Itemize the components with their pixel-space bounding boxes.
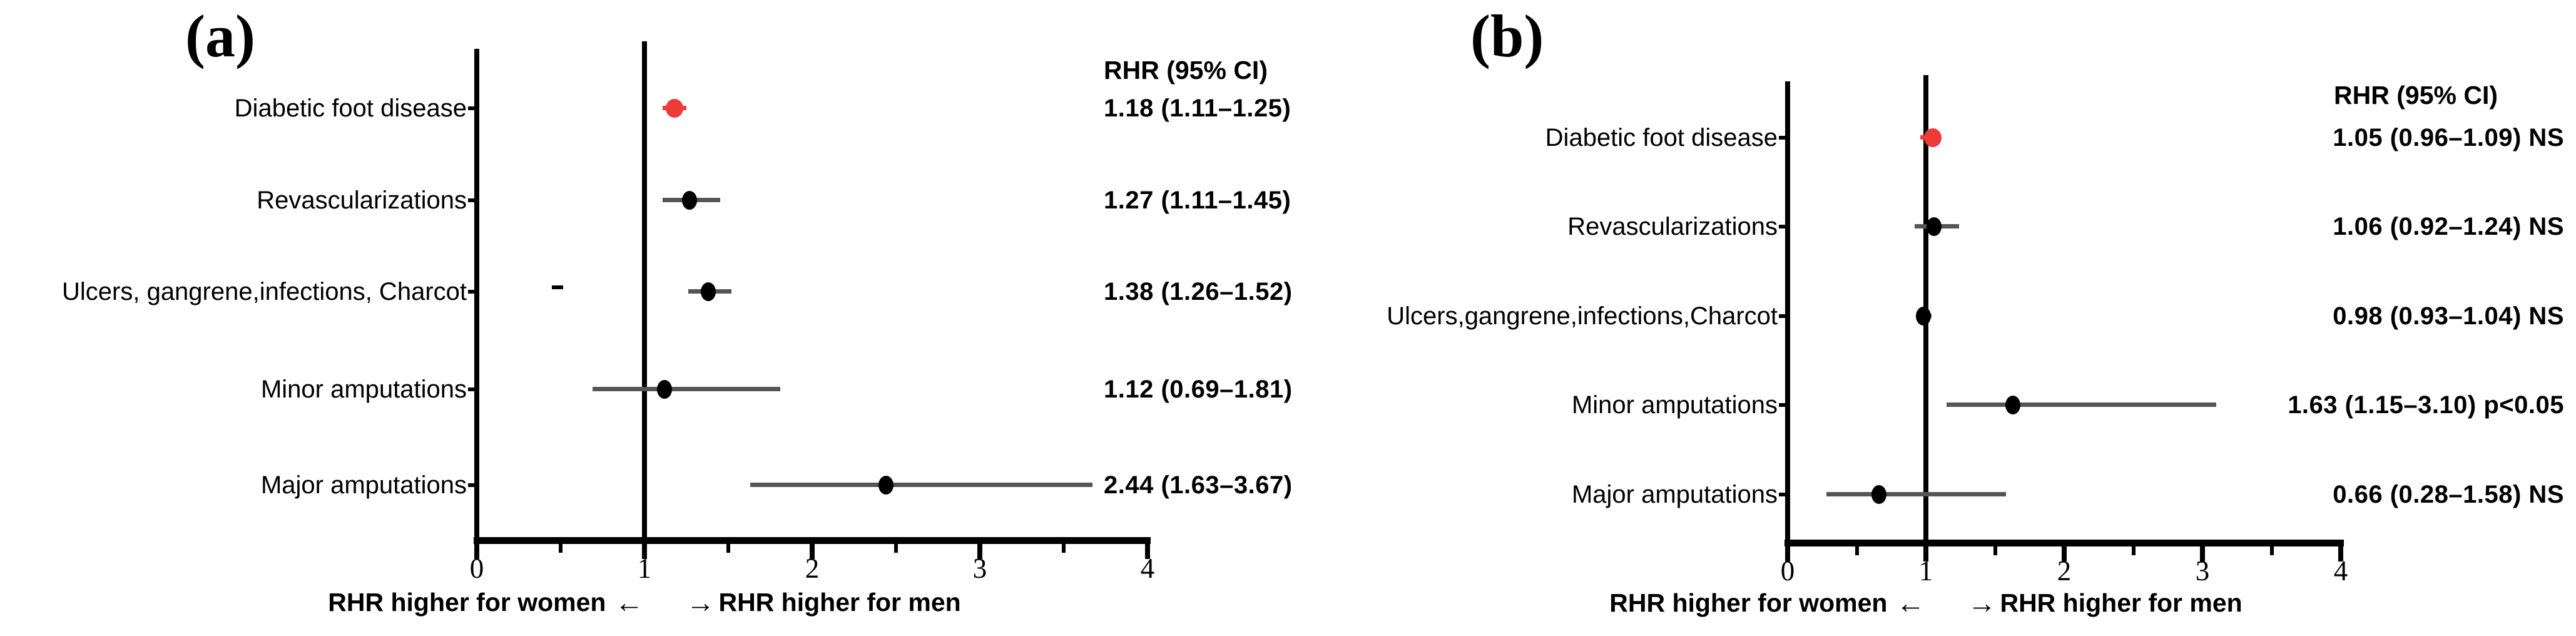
arrow-right-icon: →	[1967, 587, 1997, 619]
x-axis-minor-tick	[1993, 546, 1997, 555]
x-tick-label: 4	[1140, 553, 1155, 584]
category-label: Major amputations	[1571, 481, 1778, 508]
row-tick	[1779, 493, 1788, 496]
row-tick	[1779, 314, 1788, 318]
x-tick-label: 1	[637, 553, 652, 584]
category-label: Diabetic foot disease	[1545, 124, 1778, 151]
value-label: 1.27 (1.11–1.45)	[1104, 187, 1291, 214]
x-axis-major-tick	[2062, 546, 2067, 562]
rhr-header: RHR (95% CI)	[1104, 56, 1268, 85]
x-axis-major-tick	[474, 544, 479, 559]
point-marker	[1927, 217, 1942, 236]
value-label: 1.05 (0.96–1.09) NS	[2333, 124, 2564, 151]
point-marker	[666, 99, 684, 118]
x-axis-line	[474, 537, 1151, 544]
axis-direction-note: RHR higher for women ← → RHR higher for men	[1300, 585, 2552, 620]
x-tick-label: 2	[805, 553, 820, 584]
x-axis-minor-tick	[559, 544, 563, 553]
value-label: 1.18 (1.11–1.25)	[1104, 95, 1291, 122]
x-tick-label: 1	[1918, 555, 1933, 587]
value-label: 1.38 (1.26–1.52)	[1104, 278, 1293, 305]
x-axis-minor-tick	[894, 544, 898, 553]
category-label: Revascularizations	[1567, 213, 1778, 240]
x-axis-major-tick	[642, 544, 647, 559]
x-axis-major-tick	[2338, 546, 2343, 562]
row-tick	[468, 387, 477, 391]
x-tick-label: 2	[2057, 555, 2072, 587]
arrow-left-icon: ←	[1896, 587, 1925, 619]
ci-line	[750, 483, 1092, 487]
value-label: 1.12 (0.69–1.81)	[1104, 376, 1293, 403]
axis-note-women: RHR higher for women	[1609, 588, 1888, 617]
x-axis-minor-tick	[726, 544, 730, 553]
point-marker	[878, 476, 893, 495]
x-axis-major-tick	[977, 544, 982, 559]
point-marker	[682, 191, 698, 210]
row-tick	[1779, 136, 1788, 140]
point-marker	[1871, 485, 1886, 504]
ci-line	[1826, 492, 2007, 496]
category-label: Diabetic foot disease	[234, 95, 467, 122]
category-label: Minor amputations	[260, 376, 467, 403]
x-axis-major-tick	[810, 544, 815, 559]
x-tick-label: 0	[1780, 555, 1795, 587]
x-axis-minor-tick	[2269, 546, 2274, 555]
value-label: 2.44 (1.63–3.67)	[1104, 471, 1293, 499]
row-tick	[468, 198, 477, 202]
category-label: Ulcers, gangrene,infections, Charcot	[62, 278, 467, 305]
point-marker	[1915, 307, 1931, 326]
category-label: Major amputations	[260, 471, 467, 499]
reference-line	[642, 41, 647, 541]
x-tick-label: 4	[2333, 555, 2348, 587]
row-tick	[468, 483, 477, 487]
row-tick	[1779, 403, 1788, 407]
point-marker	[2005, 396, 2021, 414]
arrow-left-icon: ←	[614, 586, 644, 618]
axis-note-men: RHR higher for men	[2000, 588, 2243, 617]
x-axis-line	[1784, 540, 2344, 546]
x-axis-minor-tick	[1855, 546, 1859, 555]
row-tick	[1779, 225, 1788, 228]
arrow-right-icon: →	[686, 586, 715, 618]
panel-title: (b)	[1470, 3, 1544, 69]
axis-note-men: RHR higher for men	[718, 587, 961, 617]
category-label: Revascularizations	[257, 187, 467, 214]
rhr-header: RHR (95% CI)	[2334, 81, 2498, 110]
ci-line	[1947, 403, 2217, 407]
category-label: Minor amputations	[1571, 391, 1778, 419]
value-label: 0.98 (0.93–1.04) NS	[2333, 302, 2564, 330]
point-marker	[700, 282, 716, 301]
row-tick	[468, 290, 477, 294]
y-axis-line	[1785, 81, 1790, 546]
x-axis-minor-tick	[2131, 546, 2136, 555]
value-label: 1.06 (0.92–1.24) NS	[2333, 213, 2564, 240]
row-tick	[468, 106, 477, 110]
x-axis-major-tick	[1923, 546, 1928, 562]
point-marker	[1924, 128, 1942, 147]
value-label: 1.63 (1.15–3.10) p<0.05	[2288, 391, 2564, 419]
x-axis-major-tick	[1145, 544, 1150, 559]
x-tick-label: 3	[972, 553, 987, 584]
x-axis-major-tick	[2200, 546, 2205, 562]
axis-note-women: RHR higher for women	[328, 587, 606, 617]
value-label: 0.66 (0.28–1.58) NS	[2333, 481, 2564, 508]
axis-direction-note: RHR higher for women ← → RHR higher for men	[19, 585, 1270, 620]
category-label: Ulcers,gangrene,infections,Charcot	[1387, 302, 1778, 330]
x-axis-major-tick	[1785, 546, 1790, 562]
x-tick-label: 3	[2195, 555, 2210, 587]
ci-line	[592, 387, 781, 391]
point-marker	[657, 380, 673, 399]
x-axis-minor-tick	[1062, 544, 1066, 553]
y-axis-line	[474, 49, 479, 541]
x-tick-label: 0	[469, 553, 484, 584]
panel-title: (a)	[185, 3, 255, 69]
stray-dash	[551, 285, 563, 289]
